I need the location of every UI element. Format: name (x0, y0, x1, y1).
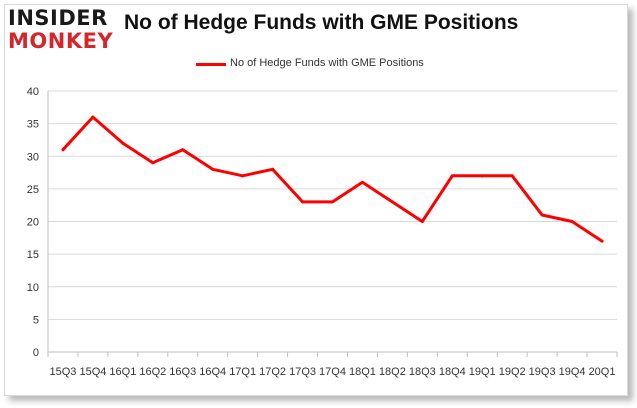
data-point (241, 174, 245, 178)
x-tick-label: 15Q3 (50, 366, 77, 378)
y-tick-label: 0 (33, 347, 39, 359)
logo-line-1: INSIDER (8, 6, 108, 30)
y-tick-label: 30 (27, 151, 39, 163)
data-point (331, 200, 334, 204)
x-tick-label: 18Q2 (379, 366, 406, 378)
data-point (600, 239, 604, 243)
data-point (91, 115, 95, 119)
series-line (61, 115, 604, 243)
x-tick-label: 16Q4 (199, 366, 226, 378)
x-tick-label: 19Q4 (559, 366, 586, 378)
x-tick-label: 16Q2 (139, 366, 166, 378)
data-point (450, 174, 454, 178)
x-tick-label: 20Q1 (589, 366, 616, 378)
y-tick-label: 10 (27, 282, 39, 294)
logo-line-2: MONKEY (8, 29, 114, 53)
x-tick-label: 18Q4 (439, 366, 466, 378)
x-tick-label: 19Q2 (499, 366, 526, 378)
data-point (510, 174, 514, 178)
x-tick-label: 17Q2 (259, 366, 286, 378)
legend-label: No of Hedge Funds with GME Positions (230, 57, 424, 69)
x-tick-label: 18Q3 (409, 366, 436, 378)
data-point (570, 220, 574, 223)
data-point (540, 213, 544, 217)
x-tick-label: 17Q3 (289, 366, 316, 378)
data-point (121, 141, 125, 145)
y-tick-label: 25 (27, 184, 39, 196)
x-tick-label: 17Q4 (319, 366, 346, 378)
data-point (181, 148, 185, 152)
data-point (480, 174, 484, 178)
x-tick-label: 18Q1 (349, 366, 376, 378)
chart-frame (4, 4, 628, 396)
y-tick-label: 35 (27, 119, 39, 131)
x-tick-label: 16Q3 (169, 366, 196, 378)
x-tick-label: 17Q1 (229, 366, 256, 378)
data-point (360, 180, 364, 184)
x-tick-label: 15Q4 (79, 366, 106, 378)
y-tick-label: 15 (27, 249, 39, 261)
x-tick-label: 19Q3 (529, 366, 556, 378)
data-point (61, 148, 65, 152)
chart-title: No of Hedge Funds with GME Positions (124, 11, 519, 34)
data-point (420, 220, 424, 223)
data-point (390, 200, 394, 204)
x-tick-label: 19Q1 (469, 366, 496, 378)
y-tick-label: 40 (27, 86, 39, 98)
y-tick-label: 5 (33, 314, 39, 326)
y-tick-label: 20 (27, 217, 39, 229)
data-point (301, 200, 305, 204)
data-point (271, 167, 275, 171)
x-tick-label: 16Q1 (109, 366, 136, 378)
insider-monkey-logo: INSIDER MONKEY (8, 4, 118, 56)
legend-swatch (196, 63, 226, 66)
data-point (211, 167, 215, 171)
data-point (151, 161, 155, 165)
